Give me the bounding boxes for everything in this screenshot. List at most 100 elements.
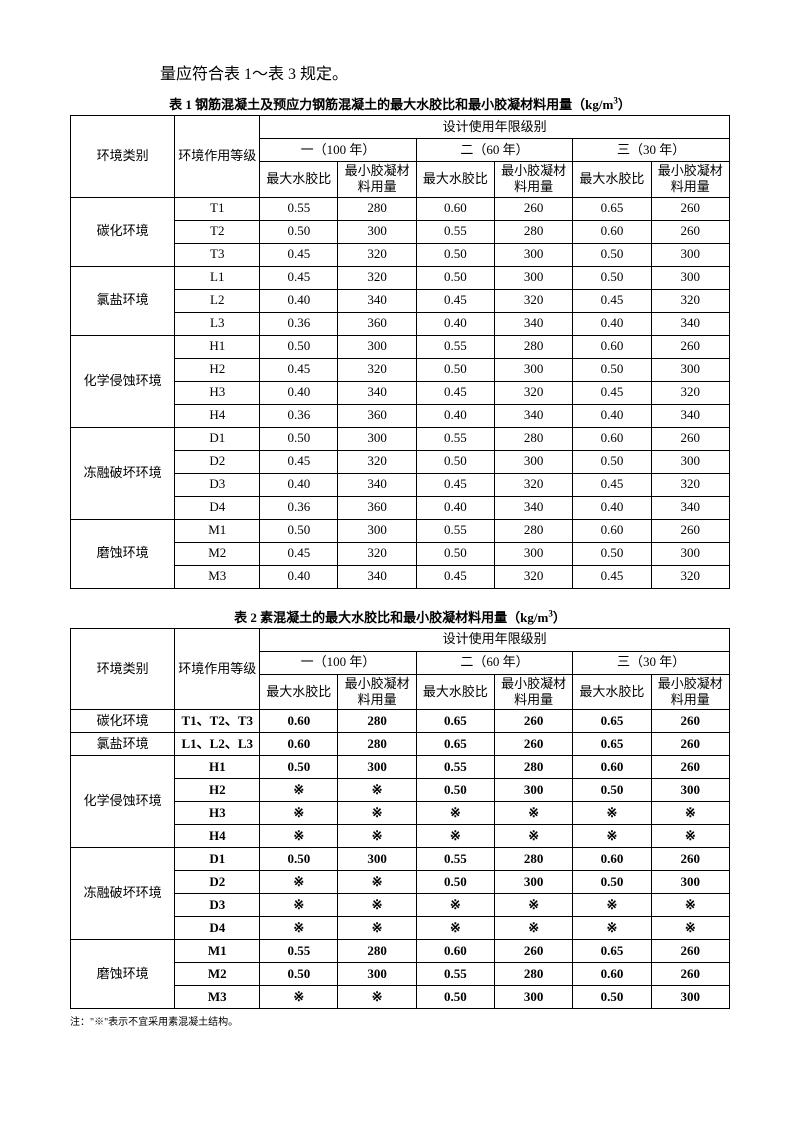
grade-cell: H2 xyxy=(175,358,260,381)
value-cell: 300 xyxy=(338,519,416,542)
grade-cell: H4 xyxy=(175,825,260,848)
th-sub: 最小胶凝材料用量 xyxy=(651,674,729,710)
value-cell: 0.60 xyxy=(573,848,651,871)
grade-cell: T3 xyxy=(175,243,260,266)
value-cell: 0.36 xyxy=(260,312,338,335)
value-cell: ※ xyxy=(495,917,573,940)
value-cell: 0.55 xyxy=(260,197,338,220)
grade-cell: M2 xyxy=(175,542,260,565)
env-cell: 碳化环境 xyxy=(71,710,175,733)
grade-cell: M1 xyxy=(175,519,260,542)
value-cell: ※ xyxy=(651,894,729,917)
env-cell: 磨蚀环境 xyxy=(71,940,175,1009)
value-cell: 300 xyxy=(495,779,573,802)
value-cell: 0.45 xyxy=(416,381,494,404)
value-cell: 340 xyxy=(651,404,729,427)
table-row: 冻融破坏环境D10.503000.552800.60260 xyxy=(71,427,730,450)
grade-cell: T2 xyxy=(175,220,260,243)
value-cell: 320 xyxy=(495,565,573,588)
table-row: 磨蚀环境M10.552800.602600.65260 xyxy=(71,940,730,963)
value-cell: ※ xyxy=(651,917,729,940)
value-cell: 280 xyxy=(495,335,573,358)
value-cell: 0.60 xyxy=(416,197,494,220)
grade-cell: D1 xyxy=(175,427,260,450)
table1: 环境类别 环境作用等级 设计使用年限级别 一（100 年） 二（60 年） 三（… xyxy=(70,115,730,589)
value-cell: 0.55 xyxy=(416,963,494,986)
value-cell: 0.55 xyxy=(416,220,494,243)
th-env: 环境类别 xyxy=(71,116,175,198)
value-cell: ※ xyxy=(338,871,416,894)
value-cell: 300 xyxy=(651,986,729,1009)
value-cell: 0.40 xyxy=(416,404,494,427)
value-cell: 260 xyxy=(651,220,729,243)
value-cell: 0.55 xyxy=(260,940,338,963)
value-cell: 260 xyxy=(651,710,729,733)
grade-cell: M2 xyxy=(175,963,260,986)
value-cell: 300 xyxy=(651,358,729,381)
value-cell: ※ xyxy=(338,917,416,940)
value-cell: 0.65 xyxy=(416,710,494,733)
env-cell: 化学侵蚀环境 xyxy=(71,756,175,848)
value-cell: 0.45 xyxy=(260,266,338,289)
value-cell: ※ xyxy=(260,825,338,848)
value-cell: 0.65 xyxy=(573,733,651,756)
value-cell: 0.50 xyxy=(260,848,338,871)
value-cell: 340 xyxy=(495,312,573,335)
value-cell: 260 xyxy=(651,335,729,358)
value-cell: ※ xyxy=(260,802,338,825)
value-cell: 0.50 xyxy=(573,871,651,894)
value-cell: 0.50 xyxy=(573,986,651,1009)
value-cell: 300 xyxy=(495,871,573,894)
value-cell: 300 xyxy=(651,871,729,894)
value-cell: 300 xyxy=(338,848,416,871)
grade-cell: T1、T2、T3 xyxy=(175,710,260,733)
value-cell: 0.65 xyxy=(573,197,651,220)
table2-title: 表 2 素混凝土的最大水胶比和最小胶凝材料用量（kg/m3） xyxy=(70,607,730,626)
th-sub: 最大水胶比 xyxy=(416,162,494,198)
value-cell: 0.50 xyxy=(416,871,494,894)
grade-cell: D3 xyxy=(175,473,260,496)
th-sub: 最小胶凝材料用量 xyxy=(495,674,573,710)
value-cell: ※ xyxy=(573,894,651,917)
value-cell: ※ xyxy=(260,894,338,917)
value-cell: 0.40 xyxy=(260,381,338,404)
value-cell: 0.36 xyxy=(260,404,338,427)
th-design: 设计使用年限级别 xyxy=(260,628,730,651)
value-cell: 260 xyxy=(495,940,573,963)
value-cell: 300 xyxy=(495,542,573,565)
value-cell: 300 xyxy=(651,450,729,473)
value-cell: 300 xyxy=(338,756,416,779)
value-cell: 340 xyxy=(651,312,729,335)
value-cell: 0.45 xyxy=(416,289,494,312)
value-cell: ※ xyxy=(495,802,573,825)
value-cell: 0.45 xyxy=(260,243,338,266)
value-cell: 320 xyxy=(495,473,573,496)
value-cell: 0.40 xyxy=(573,404,651,427)
th-sub: 最小胶凝材料用量 xyxy=(338,674,416,710)
value-cell: 300 xyxy=(651,243,729,266)
value-cell: 0.45 xyxy=(573,565,651,588)
value-cell: 0.45 xyxy=(260,542,338,565)
value-cell: 0.50 xyxy=(573,542,651,565)
grade-cell: L2 xyxy=(175,289,260,312)
value-cell: 320 xyxy=(495,289,573,312)
grade-cell: H4 xyxy=(175,404,260,427)
value-cell: ※ xyxy=(416,894,494,917)
value-cell: ※ xyxy=(416,917,494,940)
th-period: 二（60 年） xyxy=(416,139,573,162)
th-design: 设计使用年限级别 xyxy=(260,116,730,139)
value-cell: 0.45 xyxy=(416,473,494,496)
value-cell: 260 xyxy=(495,733,573,756)
value-cell: 0.55 xyxy=(416,848,494,871)
table-row: 冻融破坏环境D10.503000.552800.60260 xyxy=(71,848,730,871)
value-cell: ※ xyxy=(338,802,416,825)
value-cell: 360 xyxy=(338,312,416,335)
table-row: 磨蚀环境M10.503000.552800.60260 xyxy=(71,519,730,542)
value-cell: ※ xyxy=(260,986,338,1009)
value-cell: ※ xyxy=(416,802,494,825)
table1-title: 表 1 钢筋混凝土及预应力钢筋混凝土的最大水胶比和最小胶凝材料用量（kg/m3） xyxy=(70,94,730,113)
value-cell: 0.50 xyxy=(416,358,494,381)
grade-cell: D3 xyxy=(175,894,260,917)
value-cell: 260 xyxy=(651,963,729,986)
env-cell: 氯盐环境 xyxy=(71,733,175,756)
